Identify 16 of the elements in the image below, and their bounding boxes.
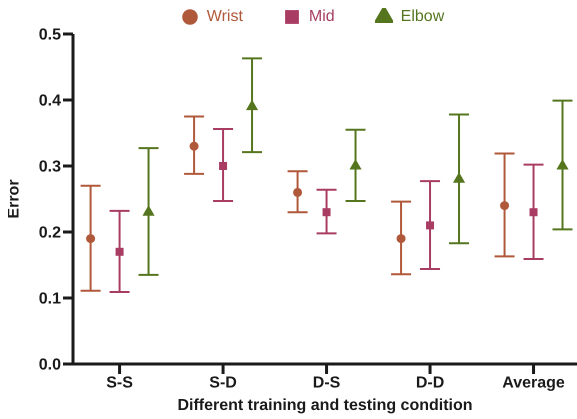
x-tick-label: D-S [312,374,341,392]
y-tick-label: 0.2 [38,224,62,242]
x-tick-label: Average [502,374,565,392]
x-tick-label: S-S [106,374,134,392]
x-tick-label: D-D [416,374,444,392]
y-axis-title: Error [6,179,23,219]
y-tick-label: 0.1 [38,290,62,308]
x-axis-title: Different training and testing condition [177,397,473,414]
y-tick-label: 0.0 [38,356,62,374]
legend-label: Wrist [206,8,243,26]
legend-label: Mid [308,8,335,26]
y-tick-label: 0.5 [38,26,62,44]
legend-label: Elbow [400,8,444,26]
y-tick-label: 0.4 [38,92,62,110]
x-tick-label: S-D [209,374,237,392]
y-tick-label: 0.3 [38,158,62,176]
